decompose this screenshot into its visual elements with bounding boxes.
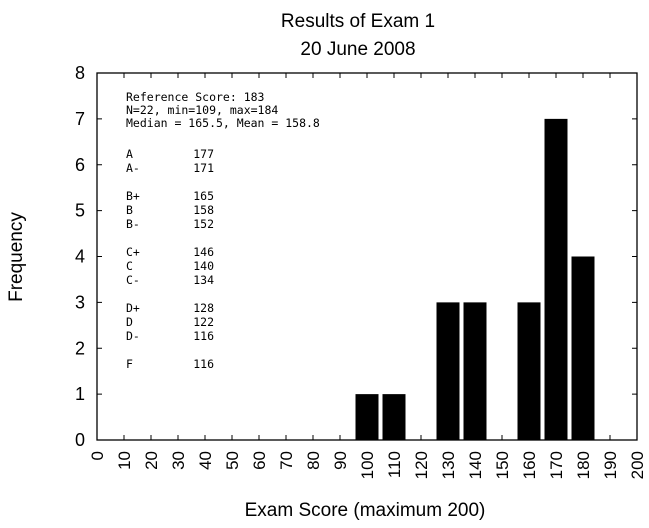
plot-frame [96,72,638,441]
grade-score: 146 [193,245,214,259]
histogram-bar [382,394,406,440]
x-tick-label: 40 [196,451,215,470]
chart-title: Results of Exam 1 [281,11,435,32]
grade-score: 177 [193,147,214,161]
y-tick-label: 6 [75,155,85,175]
histogram-bar [463,302,487,440]
grade-score: 158 [193,203,214,217]
median-mean-text: Median = 165.5, Mean = 158.8 [126,116,320,130]
x-tick-label: 30 [169,451,188,470]
histogram-bar [517,302,541,440]
reference-score-text: Reference Score: 183 [126,90,265,104]
histogram-bar [544,118,568,440]
grade-label: B- [126,217,140,231]
grade-score: 128 [193,301,214,315]
grade-score: 116 [193,357,214,371]
grade-label: C+ [126,245,140,259]
grade-score: 134 [193,273,214,287]
y-axis-label: Frequency [6,212,27,302]
grade-score: 165 [193,189,214,203]
grade-label: A- [126,161,140,175]
x-tick-label: 180 [574,451,593,479]
grade-score: 122 [193,315,214,329]
y-tick-label: 0 [75,430,85,450]
x-tick-label: 200 [628,451,647,479]
x-tick-label: 60 [250,451,269,470]
x-tick-label: 0 [88,451,107,460]
chart-subtitle: 20 June 2008 [300,39,415,60]
x-tick-label: 10 [115,451,134,470]
x-tick-label: 120 [412,451,431,479]
grade-label: B+ [126,189,140,203]
grade-label: D- [126,329,140,343]
y-tick-label: 2 [75,338,85,358]
y-tick-label: 4 [75,247,85,267]
x-tick-label: 150 [493,451,512,479]
grade-score: 140 [193,259,214,273]
y-tick-label: 8 [75,63,85,83]
x-tick-label: 70 [277,451,296,470]
grade-score: 171 [193,161,214,175]
histogram-bar [436,302,460,440]
grade-label: D+ [126,301,140,315]
x-tick-label: 90 [331,451,350,470]
x-tick-label: 50 [223,451,242,470]
histogram-bar [571,256,595,440]
x-tick-label: 160 [520,451,539,479]
x-tick-label: 190 [601,451,620,479]
x-tick-label: 100 [358,451,377,479]
y-tick-label: 3 [75,292,85,312]
grade-label: C [126,259,133,273]
grade-label: B [126,203,133,217]
x-tick-label: 20 [142,451,161,470]
grade-label: D [126,315,133,329]
x-tick-label: 130 [439,451,458,479]
y-tick-label: 1 [75,384,85,404]
grade-label: F [126,357,133,371]
grade-score: 152 [193,217,214,231]
y-tick-label: 7 [75,109,85,129]
x-tick-label: 110 [385,451,404,478]
annotation-box: Reference Score: 183 N=22, min=109, max=… [126,90,320,371]
x-tick-label: 140 [466,451,485,479]
grade-label: C- [126,273,140,287]
histogram-bar [355,394,379,440]
grade-label: A [126,147,133,161]
y-tick-label: 5 [75,201,85,221]
grade-score: 116 [193,329,214,343]
grade-cutoff-table: A 177 A- 171 B+ 165 B 158 B- 152 C+ 146 C 140 C- 134 D+ 1… [126,147,214,371]
x-tick-label: 80 [304,451,323,470]
x-tick-label: 170 [547,451,566,479]
x-axis-label: Exam Score (maximum 200) [245,500,486,521]
stats-text: N=22, min=109, max=184 [126,103,278,117]
